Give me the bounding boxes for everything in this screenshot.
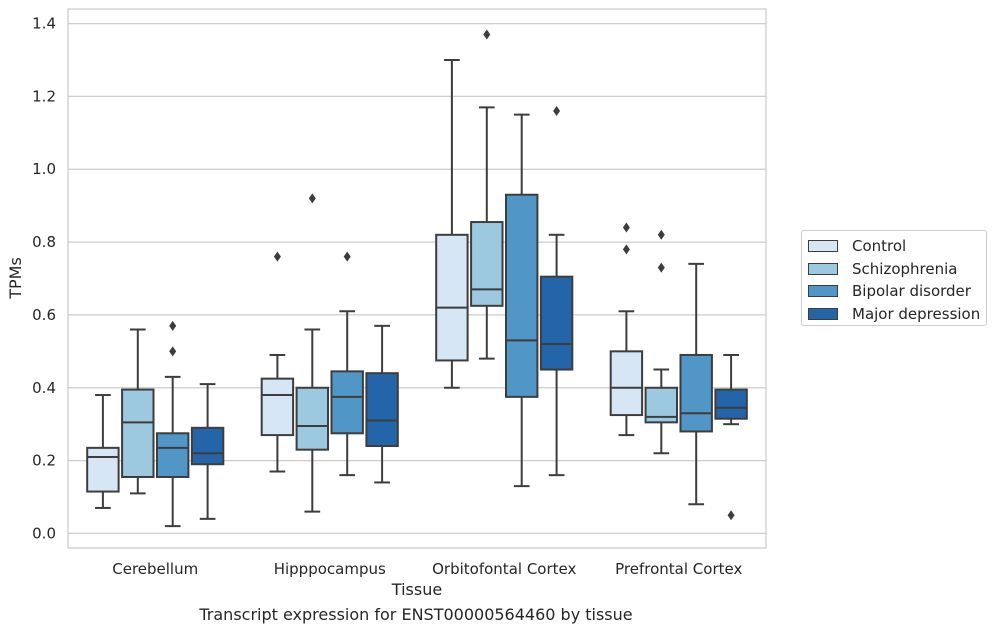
box-body bbox=[470, 221, 504, 307]
legend-item-schizophrenia: Schizophrenia bbox=[808, 258, 986, 281]
outlier-point bbox=[343, 251, 351, 262]
legend-swatch bbox=[808, 262, 838, 275]
y-tick-label: 1.0 bbox=[32, 160, 56, 178]
outlier-point bbox=[308, 193, 316, 204]
box-3-3 bbox=[714, 353, 748, 521]
y-tick-label: 1.4 bbox=[32, 15, 56, 33]
box-2-2 bbox=[504, 113, 539, 488]
chart-caption: Transcript expression for ENST0000056446… bbox=[199, 605, 633, 624]
outlier-point bbox=[483, 29, 491, 40]
legend-label: Bipolar disorder bbox=[852, 282, 971, 301]
box-1-3 bbox=[365, 324, 399, 484]
outlier-point bbox=[553, 105, 561, 116]
box-body bbox=[609, 350, 644, 417]
box-3-2 bbox=[679, 262, 713, 506]
box-body bbox=[86, 446, 120, 493]
box-body bbox=[504, 193, 539, 398]
box-1-2 bbox=[330, 251, 364, 477]
legend-swatch bbox=[808, 240, 838, 253]
box-3-1 bbox=[644, 229, 679, 455]
y-tick-label: 0.8 bbox=[32, 233, 56, 251]
x-axis-label: Tissue bbox=[391, 580, 442, 599]
legend-swatch bbox=[808, 285, 838, 298]
legend-item-major-depression: Major depression bbox=[808, 303, 986, 326]
box-body bbox=[435, 233, 469, 362]
box-body bbox=[260, 377, 295, 437]
x-tick-label: Hipppocampus bbox=[274, 560, 386, 578]
x-tick-label: Orbitofontal Cortex bbox=[432, 560, 576, 578]
box-0-0 bbox=[86, 394, 120, 509]
box-body bbox=[679, 353, 713, 433]
y-axis-ticks: 0.0 0.2 0.4 0.6 0.8 1.0 1.2 1.4 bbox=[32, 15, 56, 543]
box-3-0 bbox=[609, 222, 644, 437]
legend-label: Major depression bbox=[852, 304, 981, 323]
legend-item-bipolar-disorder: Bipolar disorder bbox=[808, 280, 986, 303]
y-tick-label: 0.0 bbox=[32, 524, 56, 542]
outlier-point bbox=[657, 262, 665, 273]
box-1-0 bbox=[260, 251, 295, 473]
box-0-3 bbox=[190, 383, 225, 520]
legend-item-control: Control bbox=[808, 235, 986, 258]
legend-label: Control bbox=[852, 237, 907, 256]
outlier-point bbox=[657, 229, 665, 240]
outlier-point bbox=[622, 244, 630, 255]
legend: Control Schizophrenia Bipolar disorder M… bbox=[801, 230, 987, 326]
box-body bbox=[330, 370, 364, 435]
legend-label: Schizophrenia bbox=[852, 259, 958, 278]
box-2-0 bbox=[435, 58, 469, 389]
y-tick-label: 0.2 bbox=[32, 452, 56, 470]
box-2-1 bbox=[470, 29, 504, 360]
box-0-1 bbox=[121, 328, 155, 495]
box-body bbox=[295, 386, 330, 451]
y-tick-label: 1.2 bbox=[32, 87, 56, 105]
y-tick-label: 0.4 bbox=[32, 379, 56, 397]
x-tick-label: Prefrontal Cortex bbox=[615, 560, 742, 578]
box-body bbox=[190, 426, 225, 466]
box-body bbox=[121, 388, 155, 478]
outlier-point bbox=[727, 510, 735, 521]
box-2-3 bbox=[539, 105, 574, 477]
box-body bbox=[365, 372, 399, 448]
y-axis-label: TPMs bbox=[6, 257, 25, 300]
outlier-point bbox=[622, 222, 630, 233]
box-body bbox=[714, 388, 748, 420]
box-0-2 bbox=[155, 320, 190, 528]
box-body bbox=[155, 432, 190, 478]
outlier-point bbox=[169, 346, 177, 357]
box-1-1 bbox=[295, 193, 330, 513]
outlier-point bbox=[273, 251, 281, 262]
legend-swatch bbox=[808, 307, 838, 320]
boxes bbox=[86, 29, 748, 528]
plot-area-frame bbox=[67, 8, 767, 549]
box-body bbox=[539, 275, 574, 371]
x-axis-ticks: Cerebellum Hipppocampus Orbitofontal Corte… bbox=[112, 560, 742, 578]
y-tick-label: 0.6 bbox=[32, 306, 56, 324]
x-tick-label: Cerebellum bbox=[112, 560, 198, 578]
outlier-point bbox=[169, 320, 177, 331]
